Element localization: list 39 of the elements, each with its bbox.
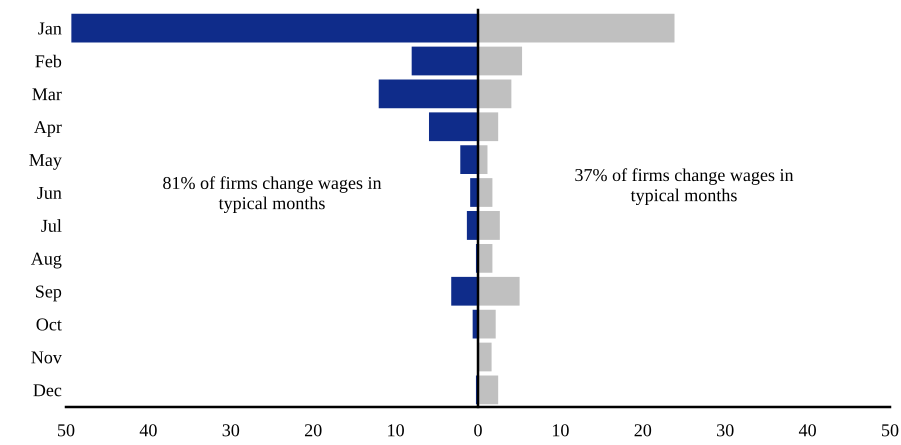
y-tick-label: Apr <box>34 121 62 137</box>
y-tick-label: Sep <box>36 286 62 302</box>
x-tick-label: 30 <box>222 424 240 436</box>
x-tick-label: 40 <box>140 424 157 436</box>
x-tick-label: 20 <box>304 424 322 436</box>
annotation: 81% of firms change wages in typical months <box>163 176 382 213</box>
x-tick-label: 50 <box>882 424 898 436</box>
y-tick-label: Mar <box>32 88 62 100</box>
bar <box>459 144 478 175</box>
annotation: 37% of firms change wages in typical months <box>575 168 794 206</box>
y-tick-label: Jan <box>38 22 62 35</box>
y-tick-label: Nov <box>31 351 62 364</box>
x-tick-label: 10 <box>388 424 404 436</box>
x-tick-label: 40 <box>798 424 816 436</box>
bar <box>450 276 478 306</box>
bar <box>478 78 512 110</box>
y-tick-label: Jun <box>37 186 62 199</box>
y-tick-label: Oct <box>36 318 62 331</box>
y-tick-label: Feb <box>35 54 62 68</box>
bar <box>478 210 501 241</box>
x-tick-label: 30 <box>717 424 734 436</box>
bar <box>478 308 497 340</box>
x-tick-label: 10 <box>552 424 569 436</box>
bar <box>478 374 500 406</box>
bar <box>478 12 676 44</box>
bar <box>478 276 520 306</box>
y-tick-label: Aug <box>30 252 62 268</box>
x-tick-label: 0 <box>474 424 482 436</box>
y-tick-label: Jul <box>41 219 62 232</box>
bar <box>410 46 478 76</box>
x-tick-label: 20 <box>634 424 652 436</box>
y-tick-label: May <box>29 154 62 170</box>
bar <box>478 46 523 76</box>
bar <box>378 78 478 110</box>
bar <box>478 112 500 142</box>
bar <box>70 12 478 44</box>
y-tick-label: Dec <box>33 384 62 396</box>
bar <box>428 112 478 142</box>
x-tick-label: 50 <box>58 424 74 436</box>
